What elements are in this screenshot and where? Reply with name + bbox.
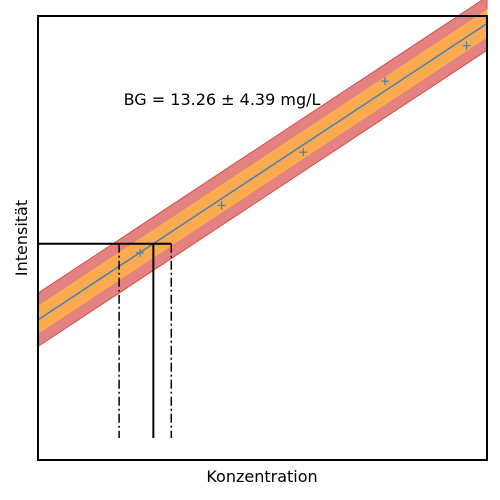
- data-point: [380, 77, 389, 86]
- x-axis-label: Konzentration: [206, 467, 317, 486]
- data-point: [217, 201, 226, 210]
- fit-line-group: [37, 22, 488, 321]
- data-point: [462, 41, 471, 50]
- plot-frame: [37, 15, 488, 461]
- data-points: [136, 41, 471, 257]
- data-point: [299, 148, 308, 157]
- annotation-text: BG = 13.26 ± 4.39 mg/L: [124, 90, 321, 109]
- confidence-bands: [37, 0, 488, 348]
- background-level-group: [38, 242, 173, 438]
- data-point: [136, 248, 145, 257]
- y-axis-label: Intensität: [12, 200, 31, 276]
- fit-line: [37, 22, 488, 321]
